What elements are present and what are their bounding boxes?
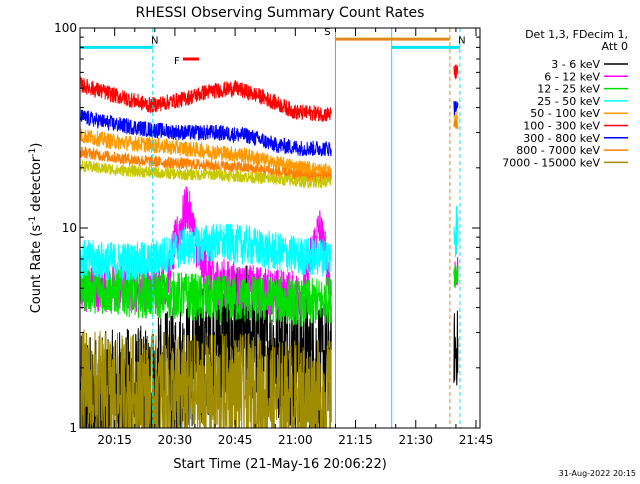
legend-label: 6 - 12 keV bbox=[544, 70, 600, 83]
series-line-5-0 bbox=[80, 76, 332, 122]
legend-label: 100 - 300 keV bbox=[523, 120, 600, 133]
y-axis-label-superscript: -1 bbox=[28, 216, 38, 225]
legend-header-line: Att 0 bbox=[602, 40, 628, 53]
series-line-7-1 bbox=[453, 118, 459, 130]
y-axis-label: Count Rate (s-1 detector-1) bbox=[28, 143, 44, 314]
series-line-0-1 bbox=[453, 310, 459, 386]
axes: 20:15 20:30 20:45 21:00 21:15 21:30 21:45 1 10 10… bbox=[54, 21, 493, 447]
y-tick-label: 1 bbox=[69, 421, 77, 435]
legend-label: 7000 - 15000 keV bbox=[502, 156, 600, 169]
y-axis-label-part: Count Rate (s bbox=[29, 225, 44, 314]
series-line-2-1 bbox=[453, 264, 459, 289]
legend-label: 800 - 7000 keV bbox=[516, 144, 600, 157]
y-tick-label: 10 bbox=[62, 221, 77, 235]
y-axis-label-part: detector bbox=[29, 156, 44, 216]
flag-label-0: N bbox=[151, 35, 158, 46]
series-line-3-1 bbox=[453, 205, 459, 258]
legend-label: 50 - 100 keV bbox=[530, 107, 600, 120]
legend-label: 300 - 800 keV bbox=[523, 132, 600, 145]
y-axis-label-superscript: -1 bbox=[28, 148, 38, 157]
series-line-6-1 bbox=[453, 101, 459, 116]
x-tick-label: 20:30 bbox=[158, 433, 193, 447]
x-tick-label: 21:45 bbox=[459, 433, 494, 447]
legend-label: 25 - 50 keV bbox=[537, 95, 600, 108]
legend-header-line: Det 1,3, FDecim 1, bbox=[525, 28, 628, 41]
x-tick-label: 21:15 bbox=[338, 433, 373, 447]
x-tick-label: 20:15 bbox=[97, 433, 132, 447]
series-line-2-0 bbox=[80, 264, 332, 327]
series-line-4-0 bbox=[80, 128, 332, 180]
plot-area: N F S N bbox=[79, 27, 466, 429]
generated-timestamp: 31-Aug-2022 20:15 bbox=[559, 469, 636, 478]
flag-label-2: S bbox=[324, 27, 330, 38]
chart-title: RHESSI Observing Summary Count Rates bbox=[136, 5, 425, 21]
series-line-3-0 bbox=[80, 223, 332, 282]
flag-label-3: N bbox=[458, 35, 465, 46]
x-tick-label: 21:00 bbox=[278, 433, 313, 447]
series-line-7-0 bbox=[80, 146, 332, 183]
series-line-9-0 bbox=[80, 160, 332, 189]
x-tick-label: 20:45 bbox=[218, 433, 253, 447]
series-line-5-1 bbox=[453, 64, 459, 80]
legend-label: 3 - 6 keV bbox=[551, 58, 600, 71]
x-tick-label: 21:30 bbox=[398, 433, 433, 447]
x-axis-label: Start Time (21-May-16 20:06:22) bbox=[173, 457, 387, 472]
y-tick-label: 100 bbox=[54, 21, 77, 35]
legend-label: 12 - 25 keV bbox=[537, 83, 600, 96]
series-line-6-0 bbox=[80, 109, 332, 157]
y-axis-label-part: ) bbox=[29, 143, 44, 148]
flag-label-1: F bbox=[174, 56, 180, 67]
